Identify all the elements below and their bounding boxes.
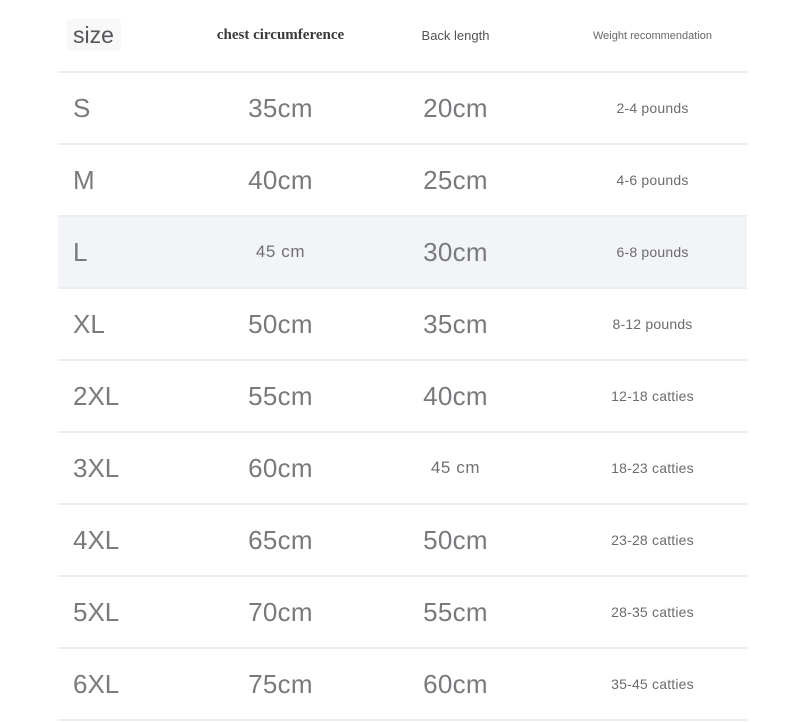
weight-value: 12-18 catties [611, 388, 694, 404]
back-length-value: 50cm [423, 524, 488, 555]
column-header-size-label: size [66, 19, 121, 51]
column-header-back-length: Back length [421, 28, 490, 43]
table-row-l: L 45 cm 30cm 6-8 pounds [58, 217, 747, 289]
size-label: XL [73, 308, 105, 339]
weight-value: 2-4 pounds [616, 100, 689, 116]
size-chart-table: size chest circumference Back length Wei… [58, 0, 747, 721]
chest-value: 70cm [248, 596, 313, 627]
column-header-chest-circumference: chest circumference [216, 27, 345, 43]
back-length-value: 60cm [423, 668, 488, 699]
chest-value: 35cm [248, 92, 313, 123]
size-label: M [73, 164, 95, 195]
chest-value: 50cm [248, 308, 313, 339]
table-row-m: M 40cm 25cm 4-6 pounds [58, 145, 747, 217]
chest-value: 40cm [248, 164, 313, 195]
table-row-s: S 35cm 20cm 2-4 pounds [58, 73, 747, 145]
weight-value: 28-35 catties [611, 604, 694, 620]
size-label: L [73, 236, 88, 267]
table-row-3xl: 3XL 60cm 45 cm 18-23 catties [58, 433, 747, 505]
size-label: 6XL [73, 668, 120, 699]
size-label: 2XL [73, 380, 120, 411]
weight-value: 6-8 pounds [616, 244, 689, 260]
size-label: 3XL [73, 452, 120, 483]
back-length-value: 45 cm [430, 458, 481, 477]
back-length-value: 40cm [423, 380, 488, 411]
weight-value: 35-45 catties [611, 676, 694, 692]
weight-value: 8-12 pounds [612, 316, 693, 332]
chest-value: 60cm [248, 452, 313, 483]
chest-value: 45 cm [255, 242, 306, 261]
weight-value: 18-23 catties [611, 460, 694, 476]
weight-value: 23-28 catties [611, 532, 694, 548]
weight-value: 4-6 pounds [616, 172, 689, 188]
table-row-4xl: 4XL 65cm 50cm 23-28 catties [58, 505, 747, 577]
table-row-2xl: 2XL 55cm 40cm 12-18 catties [58, 361, 747, 433]
column-header-weight-recommendation: Weight recommendation [592, 29, 713, 42]
back-length-value: 55cm [423, 596, 488, 627]
back-length-value: 30cm [423, 236, 488, 267]
chest-value: 75cm [248, 668, 313, 699]
size-label: 4XL [73, 524, 120, 555]
table-header-row: size chest circumference Back length Wei… [58, 0, 747, 73]
back-length-value: 35cm [423, 308, 488, 339]
size-label: S [73, 92, 91, 123]
table-row-6xl: 6XL 75cm 60cm 35-45 catties [58, 649, 747, 721]
chest-value: 65cm [248, 524, 313, 555]
column-header-size: size [58, 19, 208, 51]
size-label: 5XL [73, 596, 120, 627]
table-row-xl: XL 50cm 35cm 8-12 pounds [58, 289, 747, 361]
table-body: S 35cm 20cm 2-4 pounds M 40cm 25cm 4-6 pounds L 4… [58, 73, 747, 721]
table-row-5xl: 5XL 70cm 55cm 28-35 catties [58, 577, 747, 649]
back-length-value: 20cm [423, 92, 488, 123]
chest-value: 55cm [248, 380, 313, 411]
back-length-value: 25cm [423, 164, 488, 195]
